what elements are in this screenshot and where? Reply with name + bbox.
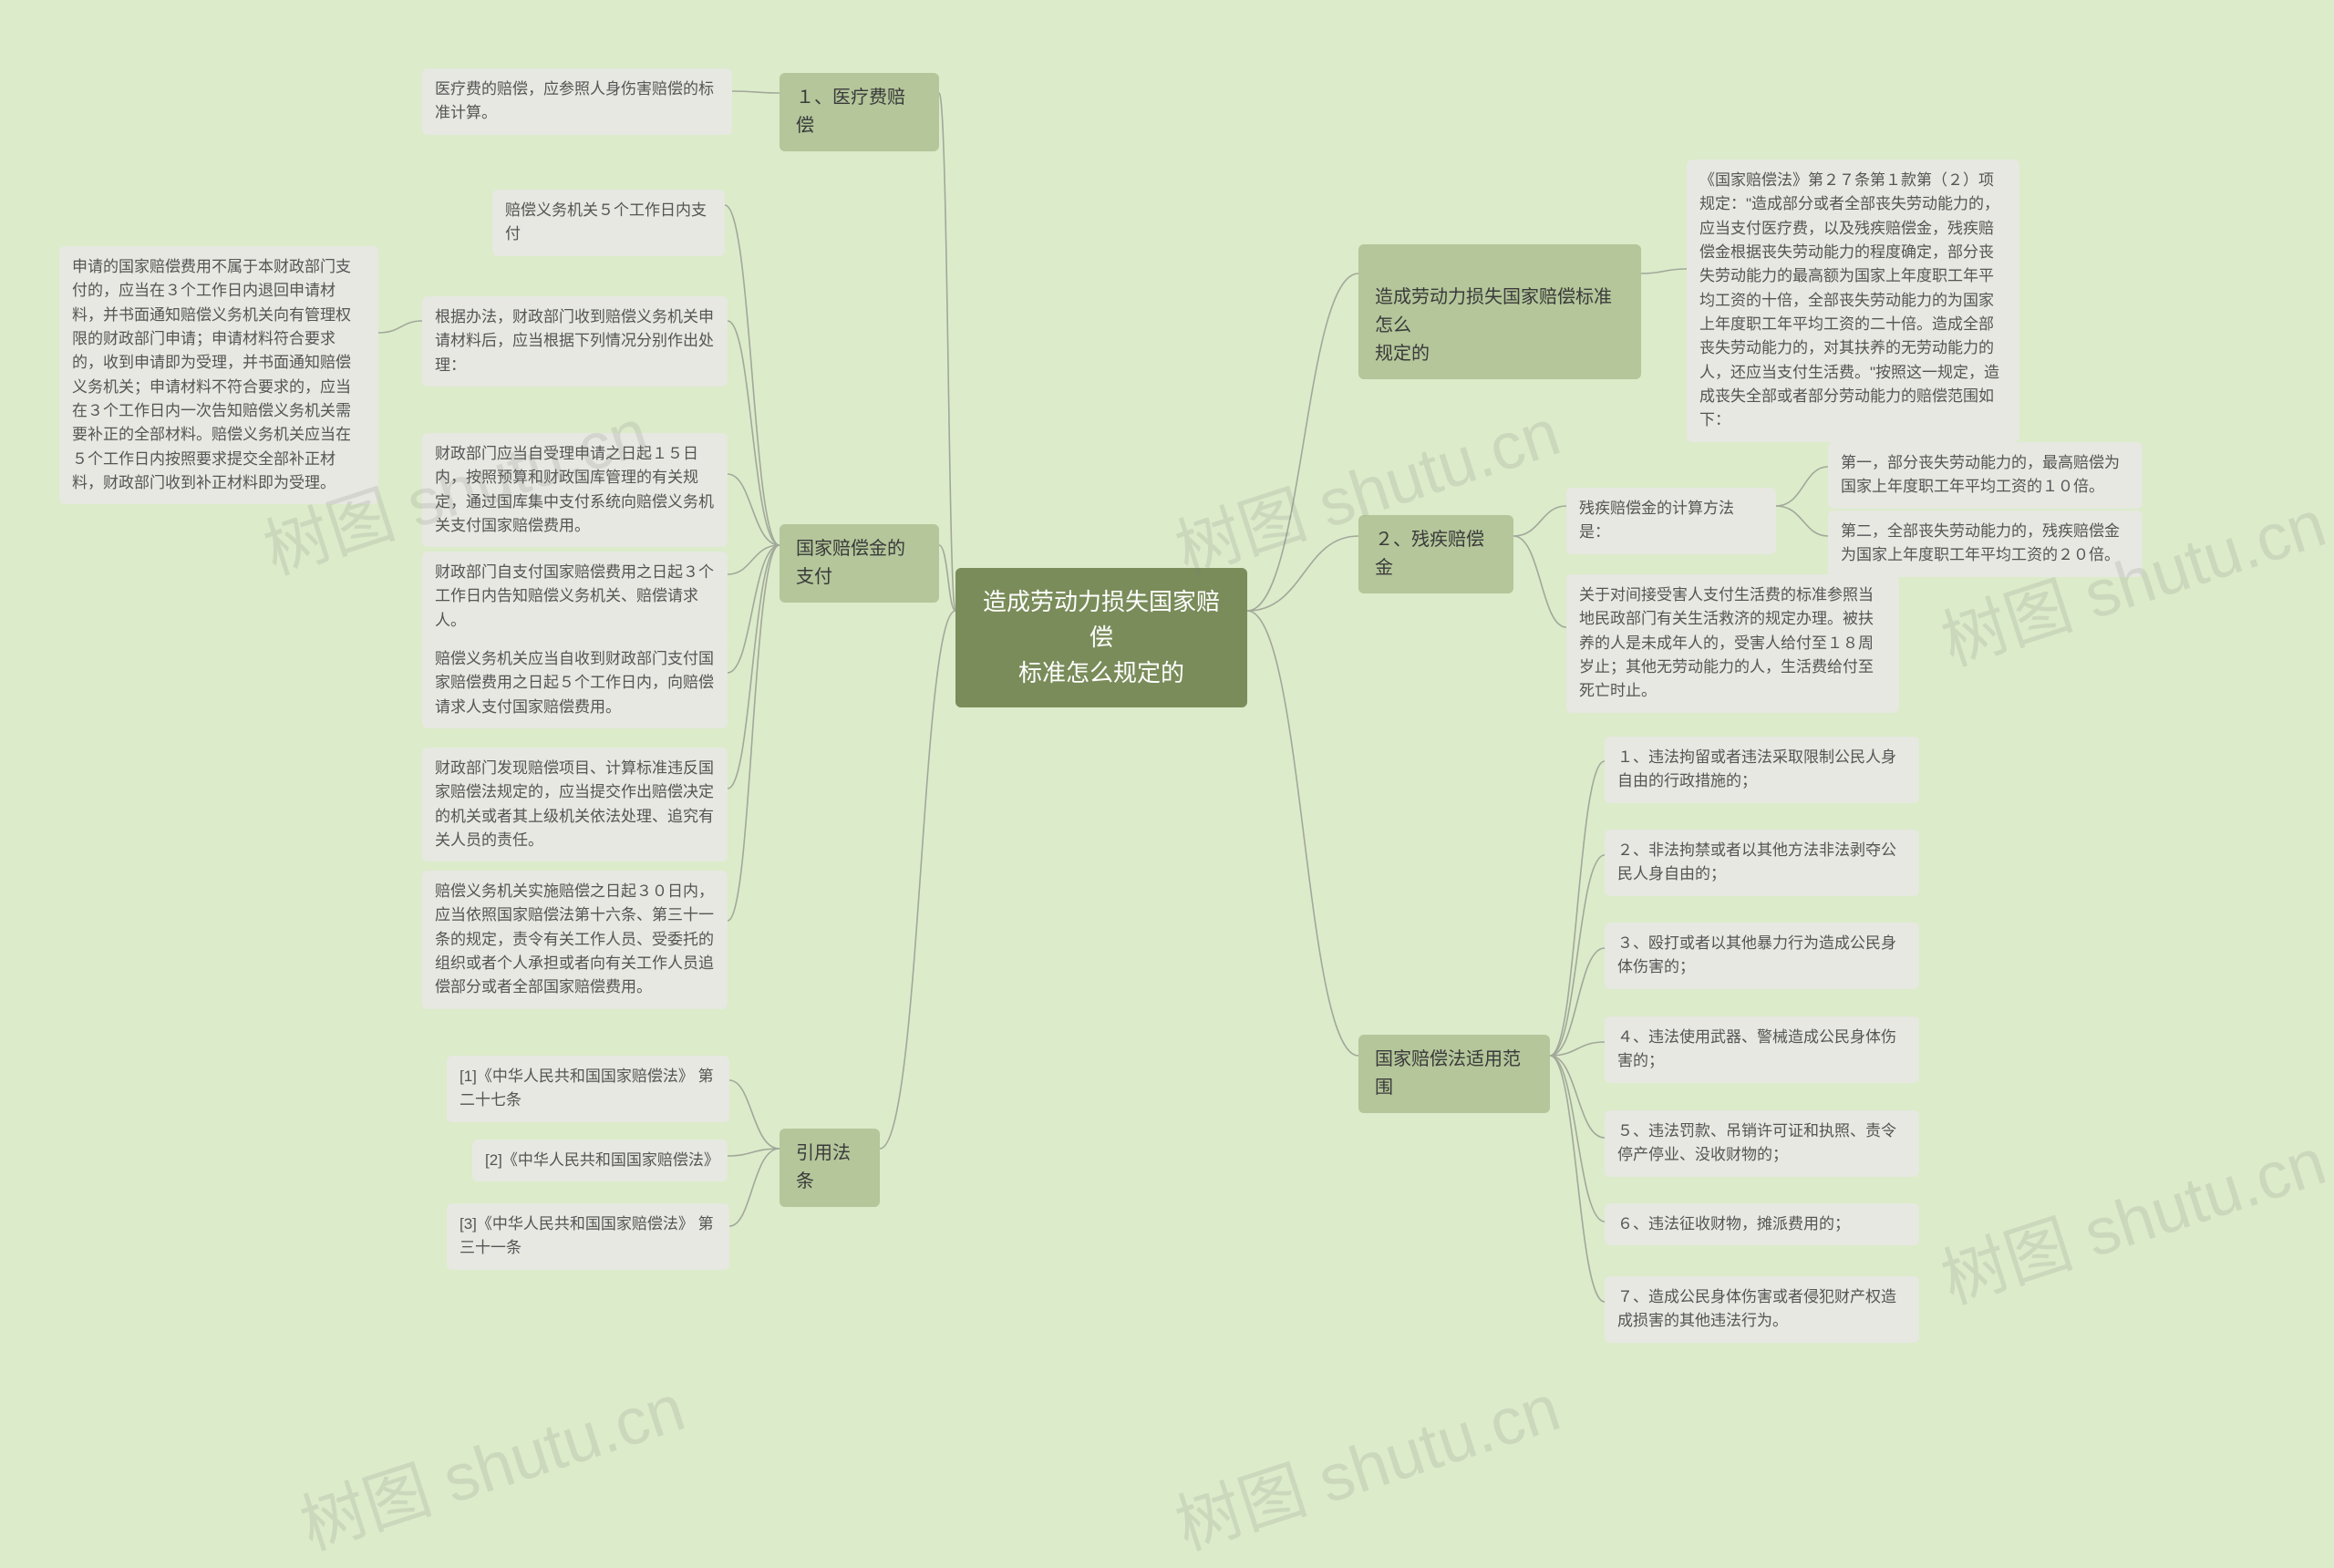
- leaf-r3-1: ２、非法拘禁或者以其他方法非法剥夺公民人身自由的；: [1605, 830, 1919, 896]
- root-line1: 造成劳动力损失国家赔偿: [983, 588, 1220, 651]
- branch-r1-title: 造成劳动力损失国家赔偿标准怎么 规定的: [1375, 287, 1612, 364]
- leaf-r3-5: ６、违法征收财物，摊派费用的；: [1605, 1203, 1919, 1245]
- leaf-l2-4: 赔偿义务机关应当自收到财政部门支付国家赔偿费用之日起５个工作日内，向赔偿请求人支…: [422, 638, 728, 728]
- leaf-l2-3: 财政部门自支付国家赔偿费用之日起３个工作日内告知赔偿义务机关、赔偿请求人。: [422, 552, 728, 642]
- mindmap-root[interactable]: 造成劳动力损失国家赔偿 标准怎么规定的: [955, 568, 1247, 707]
- leaf-r1-detail: 《国家赔偿法》第２７条第１款第（２）项规定："造成部分或者全部丧失劳动能力的，应…: [1687, 160, 2019, 442]
- watermark: 树图 shutu.cn: [1927, 1108, 2334, 1322]
- leaf-l1-detail: 医疗费的赔偿，应参照人身伤害赔偿的标准计算。: [422, 68, 732, 135]
- leaf-r3-4: ５、违法罚款、吊销许可证和执照、责令停产停业、没收财物的；: [1605, 1110, 1919, 1177]
- branch-r1[interactable]: 造成劳动力损失国家赔偿标准怎么 规定的: [1358, 244, 1641, 379]
- root-line2: 标准怎么规定的: [1018, 659, 1184, 686]
- branch-l3-title: 引用法条: [796, 1143, 851, 1191]
- leaf-l2-5: 财政部门发现赔偿项目、计算标准违反国家赔偿法规定的，应当提交作出赔偿决定的机关或…: [422, 748, 728, 861]
- watermark: 树图 shutu.cn: [286, 1354, 694, 1568]
- leaf-r3-0: １、违法拘留或者违法采取限制公民人身自由的行政措施的；: [1605, 737, 1919, 803]
- leaf-l3-1: [2]《中华人民共和国国家赔偿法》: [472, 1140, 728, 1181]
- leaf-l2-1: 根据办法，财政部门收到赔偿义务机关申请材料后，应当根据下列情况分别作出处理：: [422, 296, 728, 387]
- leaf-l3-0: [1]《中华人民共和国国家赔偿法》 第二十七条: [447, 1056, 729, 1122]
- branch-l3[interactable]: 引用法条: [780, 1129, 880, 1207]
- leaf-r2-sub2: 第二，全部丧失劳动能力的，残疾赔偿金为国家上年度职工年平均工资的２０倍。: [1828, 511, 2143, 577]
- branch-l1-title: １、医疗费赔偿: [796, 88, 905, 136]
- branch-l2[interactable]: 国家赔偿金的支付: [780, 524, 939, 603]
- branch-r3[interactable]: 国家赔偿法适用范围: [1358, 1035, 1550, 1113]
- leaf-r2-detail: 关于对间接受害人支付生活费的标准参照当地民政部门有关生活救济的规定办理。被扶养的…: [1566, 574, 1899, 713]
- branch-l1[interactable]: １、医疗费赔偿: [780, 73, 939, 151]
- leaf-r3-2: ３、殴打或者以其他暴力行为造成公民身体伤害的；: [1605, 923, 1919, 989]
- watermark: 树图 shutu.cn: [1162, 1354, 1569, 1568]
- leaf-l2-2: 财政部门应当自受理申请之日起１５日内，按照预算和财政国库管理的有关规定，通过国库…: [422, 433, 728, 547]
- branch-r2-title: ２、残疾赔偿金: [1375, 530, 1484, 578]
- branch-r3-title: 国家赔偿法适用范围: [1375, 1049, 1521, 1098]
- leaf-r2-mid: 残疾赔偿金的计算方法是：: [1566, 488, 1776, 554]
- branch-l2-title: 国家赔偿金的支付: [796, 539, 905, 587]
- leaf-r3-6: ７、造成公民身体伤害或者侵犯财产权造成损害的其他违法行为。: [1605, 1276, 1919, 1343]
- leaf-l2-6: 赔偿义务机关实施赔偿之日起３０日内，应当依照国家赔偿法第十六条、第三十一条的规定…: [422, 871, 728, 1009]
- leaf-l2-sub: 申请的国家赔偿费用不属于本财政部门支付的，应当在３个工作日内退回申请材料，并书面…: [59, 246, 378, 504]
- leaf-l3-2: [3]《中华人民共和国国家赔偿法》 第三十一条: [447, 1203, 729, 1270]
- branch-r2[interactable]: ２、残疾赔偿金: [1358, 515, 1513, 593]
- leaf-r3-3: ４、违法使用武器、警械造成公民身体伤害的；: [1605, 1016, 1919, 1083]
- leaf-l2-0: 赔偿义务机关５个工作日内支付: [492, 190, 725, 256]
- leaf-r2-sub1: 第一，部分丧失劳动能力的，最高赔偿为国家上年度职工年平均工资的１０倍。: [1828, 442, 2143, 509]
